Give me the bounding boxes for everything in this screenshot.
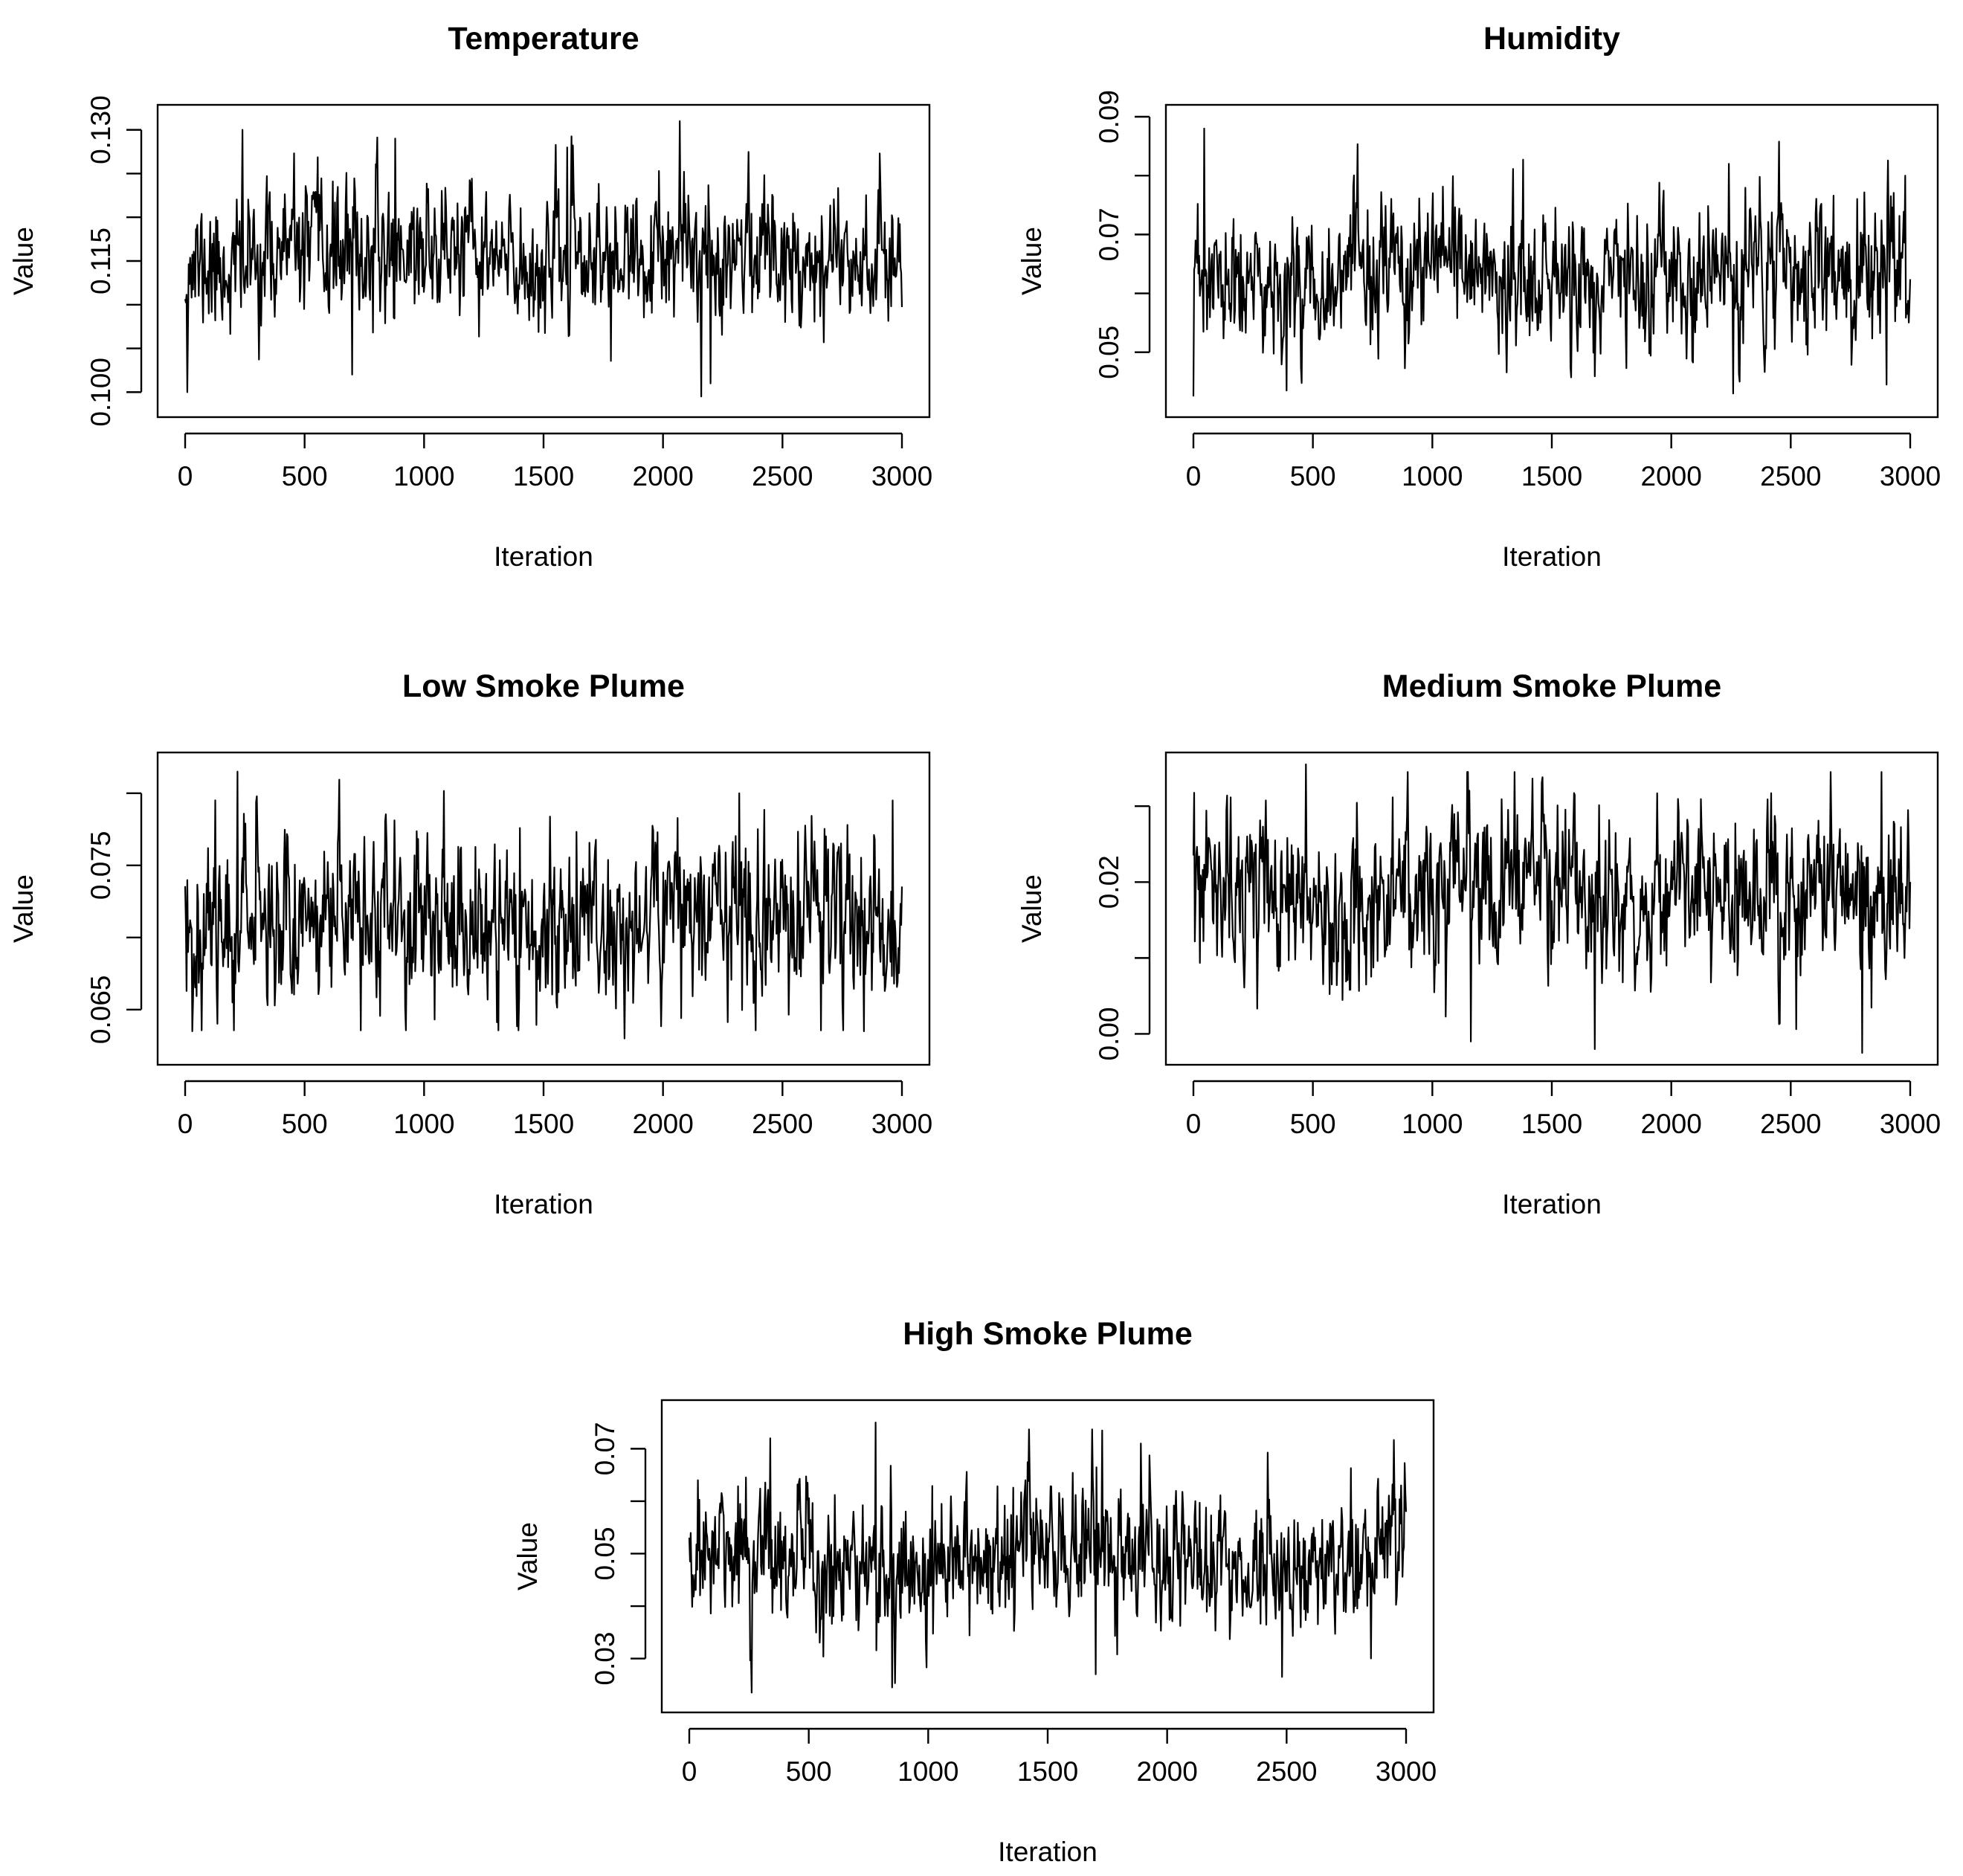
y-axis-label: Value [1016, 874, 1047, 943]
x-tick-label: 500 [282, 461, 328, 491]
plot-frame [1164, 103, 1939, 419]
y-tick-label: 0.02 [1094, 855, 1124, 909]
x-tick-label: 1000 [393, 461, 454, 491]
y-axis-label: Value [8, 227, 39, 295]
x-axis-label: Iteration [494, 541, 593, 572]
x-axis-label: Iteration [494, 1189, 593, 1219]
plot-frame [156, 751, 931, 1066]
x-tick-label: 3000 [1880, 1109, 1941, 1139]
y-tick-label: 0.09 [1094, 90, 1124, 144]
x-tick-label: 1000 [393, 1109, 454, 1139]
chart-title: Humidity [1483, 21, 1620, 57]
chart-panel-4: High Smoke Plume 0 500 1000 1500 2000 2500 3000… [512, 1316, 1437, 1867]
plot-frame [660, 1399, 1435, 1714]
x-tick-label: 3000 [1376, 1756, 1437, 1787]
plot-frame [156, 103, 931, 419]
trace-line [688, 1422, 1408, 1694]
y-tick-label: 0.115 [86, 228, 116, 294]
trace-line [184, 770, 903, 1039]
chart-title: Low Smoke Plume [402, 668, 685, 704]
x-tick-label: 1500 [513, 1109, 574, 1139]
x-tick-label: 2000 [633, 1109, 694, 1139]
y-tick-label: 0.00 [1094, 1007, 1124, 1060]
x-tick-label: 0 [178, 1109, 193, 1139]
x-tick-label: 0 [1186, 1109, 1202, 1139]
x-axis-label: Iteration [1502, 541, 1602, 572]
y-tick-label: 0.05 [1094, 326, 1124, 379]
x-tick-label: 1500 [513, 461, 574, 491]
chart-title: Medium Smoke Plume [1382, 668, 1721, 704]
x-tick-label: 1000 [1402, 1109, 1463, 1139]
y-axis-label: Value [512, 1522, 543, 1590]
x-tick-label: 2500 [1760, 1109, 1821, 1139]
chart-panel-2: Low Smoke Plume 0 500 1000 1500 2000 2500 3000 I… [8, 668, 932, 1219]
x-tick-label: 2500 [1256, 1756, 1317, 1787]
x-axis-label: Iteration [998, 1837, 1097, 1867]
chart-panel-0: Temperature 0 500 1000 1500 2000 2500 3000 Itera… [8, 21, 932, 572]
y-tick-label: 0.07 [1094, 207, 1124, 261]
trace-line [1192, 127, 1912, 397]
x-tick-label: 0 [1186, 461, 1202, 491]
y-tick-label: 0.07 [590, 1422, 620, 1475]
x-tick-label: 3000 [1880, 461, 1941, 491]
x-tick-label: 2000 [1641, 1109, 1702, 1139]
x-tick-label: 2500 [752, 461, 813, 491]
x-tick-label: 2500 [752, 1109, 813, 1139]
x-tick-label: 3000 [871, 1109, 932, 1139]
x-tick-label: 500 [1290, 1109, 1336, 1139]
chart-title: High Smoke Plume [903, 1316, 1192, 1352]
plot-frame [1164, 751, 1939, 1066]
x-tick-label: 500 [282, 1109, 328, 1139]
y-axis-label: Value [8, 874, 39, 943]
x-tick-label: 1000 [1402, 461, 1463, 491]
y-tick-label: 0.075 [86, 831, 116, 900]
y-tick-label: 0.100 [86, 358, 116, 427]
y-tick-label: 0.03 [590, 1632, 620, 1686]
x-tick-label: 3000 [871, 461, 932, 491]
trace-line [1192, 763, 1912, 1054]
x-tick-label: 1500 [1521, 1109, 1582, 1139]
y-axis-label: Value [1016, 227, 1047, 295]
y-tick-label: 0.130 [86, 95, 116, 164]
x-tick-label: 0 [682, 1756, 697, 1787]
y-tick-label: 0.065 [86, 976, 116, 1045]
x-tick-label: 500 [786, 1756, 832, 1787]
x-tick-label: 2500 [1760, 461, 1821, 491]
trace-line [184, 120, 903, 398]
x-axis-label: Iteration [1502, 1189, 1602, 1219]
x-tick-label: 2000 [1137, 1756, 1198, 1787]
x-tick-label: 2000 [633, 461, 694, 491]
chart-title: Temperature [448, 21, 639, 57]
x-tick-label: 500 [1290, 461, 1336, 491]
x-tick-label: 1500 [1017, 1756, 1078, 1787]
chart-panel-1: Humidity 0 500 1000 1500 2000 2500 3000 Iteratio… [1016, 21, 1941, 572]
chart-panel-3: Medium Smoke Plume 0 500 1000 1500 2000 2500 30… [1016, 668, 1941, 1219]
y-tick-label: 0.05 [590, 1527, 620, 1580]
x-tick-label: 1500 [1521, 461, 1582, 491]
x-tick-label: 2000 [1641, 461, 1702, 491]
x-tick-label: 1000 [897, 1756, 958, 1787]
x-tick-label: 0 [178, 461, 193, 491]
